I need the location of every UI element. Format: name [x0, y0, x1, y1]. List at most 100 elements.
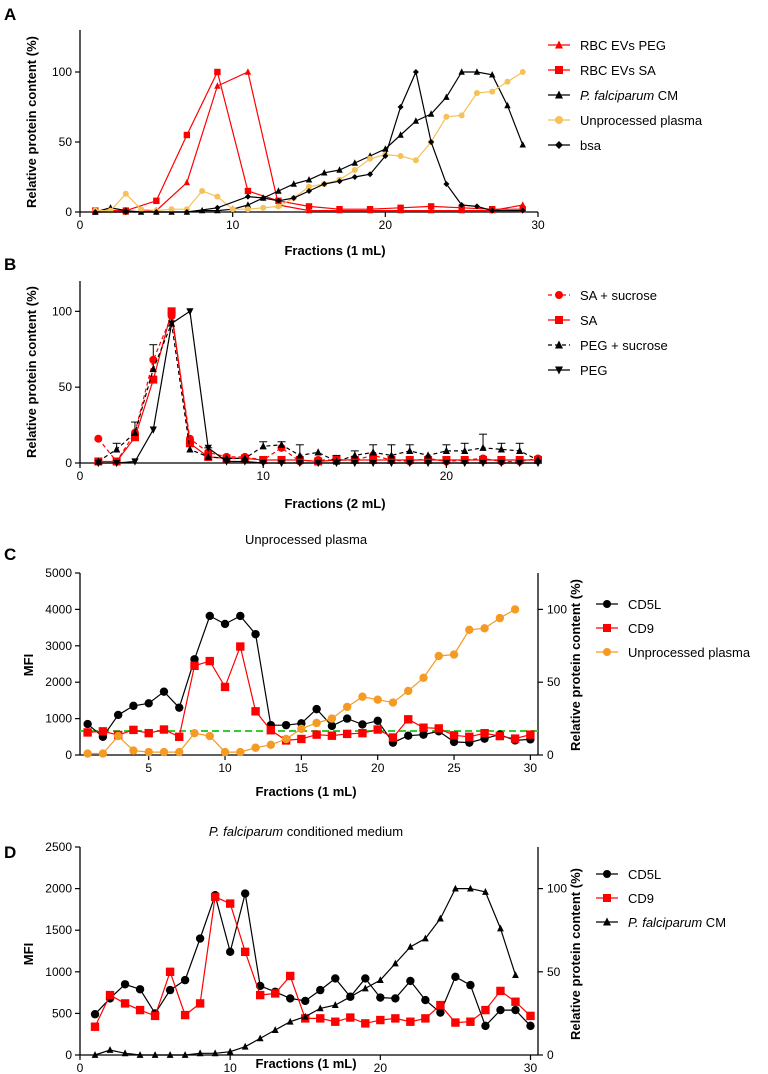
data-point-b-3 — [406, 459, 414, 468]
y-tick-right-label-c: 50 — [547, 675, 561, 689]
data-point-a-2 — [443, 93, 450, 100]
data-point-d-1 — [150, 1011, 160, 1021]
data-point-d-0 — [301, 996, 310, 1006]
data-point-a-4 — [321, 181, 328, 187]
data-point-c-2 — [419, 673, 428, 683]
data-point-a-2 — [412, 117, 420, 124]
data-point-a-3 — [107, 207, 114, 214]
data-point-a-4 — [367, 171, 374, 178]
x-tick-label-c: 25 — [447, 761, 461, 775]
chart-b: 0 10 20 0 50 100 — [52, 281, 542, 483]
data-point-a-2 — [504, 101, 511, 109]
data-point-a-4 — [336, 178, 343, 185]
data-point-d-1 — [511, 997, 520, 1006]
data-point-d-2 — [376, 976, 384, 984]
data-point-a-1 — [153, 197, 160, 204]
data-point-b-2 — [113, 445, 121, 453]
data-point-b-3 — [442, 459, 450, 468]
y-tick-label-d: 500 — [52, 1006, 72, 1020]
data-point-c-2 — [373, 695, 382, 704]
series-line-b-1 — [98, 311, 538, 463]
data-point-d-0 — [286, 994, 295, 1003]
data-point-d-2 — [406, 942, 414, 950]
data-point-d-2 — [512, 971, 519, 979]
data-point-b-2 — [406, 446, 414, 454]
data-point-c-0 — [281, 720, 291, 730]
data-point-d-2 — [421, 934, 429, 942]
data-point-d-0 — [316, 985, 325, 995]
data-point-d-2 — [91, 1051, 99, 1058]
data-point-d-0 — [331, 974, 340, 983]
x-tick-label-d: 10 — [223, 1061, 237, 1074]
data-point-a-4 — [244, 193, 251, 200]
data-point-c-2 — [159, 747, 169, 757]
series-line-c-0 — [87, 615, 531, 744]
x-tick-label-b: 10 — [257, 469, 271, 483]
data-point-b-3 — [369, 459, 377, 468]
data-point-c-2 — [312, 718, 321, 728]
data-point-d-1 — [90, 1022, 100, 1031]
data-point-d-2 — [241, 1042, 249, 1050]
x-tick-label-a: 0 — [77, 218, 84, 232]
data-point-b-3 — [534, 459, 542, 468]
data-point-c-2 — [251, 743, 260, 752]
data-point-c-0 — [312, 704, 321, 714]
data-point-c-2 — [327, 714, 337, 723]
data-point-b-3 — [259, 459, 267, 468]
data-point-b-0 — [149, 355, 158, 364]
data-point-a-4 — [382, 153, 389, 159]
data-point-c-2 — [175, 747, 184, 757]
data-point-b-1 — [167, 307, 176, 316]
legend-marker-b — [555, 340, 563, 349]
chart-title-c: Unprocessed plasma — [245, 532, 368, 547]
y-tick-label-d: 1500 — [45, 923, 72, 937]
y-tick-label-d: 1000 — [45, 965, 72, 979]
legend-label-a: P. falciparum CM — [580, 88, 678, 103]
data-point-b-2 — [149, 364, 157, 373]
x-tick-label-b: 0 — [77, 469, 84, 483]
data-point-c-2 — [83, 749, 92, 758]
data-point-a-2 — [458, 68, 465, 75]
data-point-b-2 — [277, 440, 286, 448]
series-line-b-3 — [98, 310, 538, 464]
data-point-b-3 — [186, 308, 194, 316]
data-point-a-3 — [168, 206, 175, 213]
data-point-a-4 — [183, 209, 190, 215]
data-point-d-1 — [526, 1011, 535, 1021]
series-line-d-1 — [94, 896, 531, 1027]
data-point-c-0 — [159, 687, 169, 696]
data-point-b-2 — [204, 452, 212, 461]
data-point-c-0 — [220, 619, 230, 629]
legend-label-a: Unprocessed plasma — [580, 113, 703, 128]
data-point-a-3 — [397, 153, 404, 159]
data-point-d-0 — [391, 994, 400, 1003]
data-point-d-2 — [286, 1017, 294, 1025]
data-point-d-1 — [195, 999, 205, 1008]
data-point-a-3 — [473, 90, 480, 96]
legend-label-b: SA — [580, 313, 598, 328]
legend-label-b: PEG — [580, 363, 607, 378]
data-point-c-1 — [312, 730, 321, 739]
data-point-c-1 — [465, 732, 474, 741]
y-tick-right-label-d: 50 — [547, 965, 561, 979]
data-point-a-3 — [122, 190, 129, 197]
data-point-a-0 — [183, 178, 191, 186]
x-tick-label-d: 0 — [77, 1061, 84, 1074]
legend-marker-b — [555, 366, 563, 375]
data-point-a-1 — [244, 187, 252, 195]
data-point-a-2 — [305, 176, 313, 183]
legend-label-a: RBC EVs PEG — [580, 38, 666, 53]
data-point-d-0 — [120, 980, 130, 989]
data-point-c-0 — [419, 730, 428, 739]
data-point-d-2 — [151, 1051, 159, 1058]
data-point-a-3 — [489, 88, 496, 95]
data-point-c-2 — [205, 731, 214, 741]
data-point-a-3 — [443, 113, 450, 120]
y-tick-label-c: 5000 — [45, 566, 72, 580]
data-point-a-2 — [351, 159, 358, 166]
data-point-c-0 — [236, 611, 245, 621]
data-point-c-0 — [449, 737, 459, 747]
data-point-b-3 — [241, 458, 249, 466]
panel-letter-a: A — [4, 5, 16, 24]
panel-letter-d: D — [4, 843, 16, 862]
